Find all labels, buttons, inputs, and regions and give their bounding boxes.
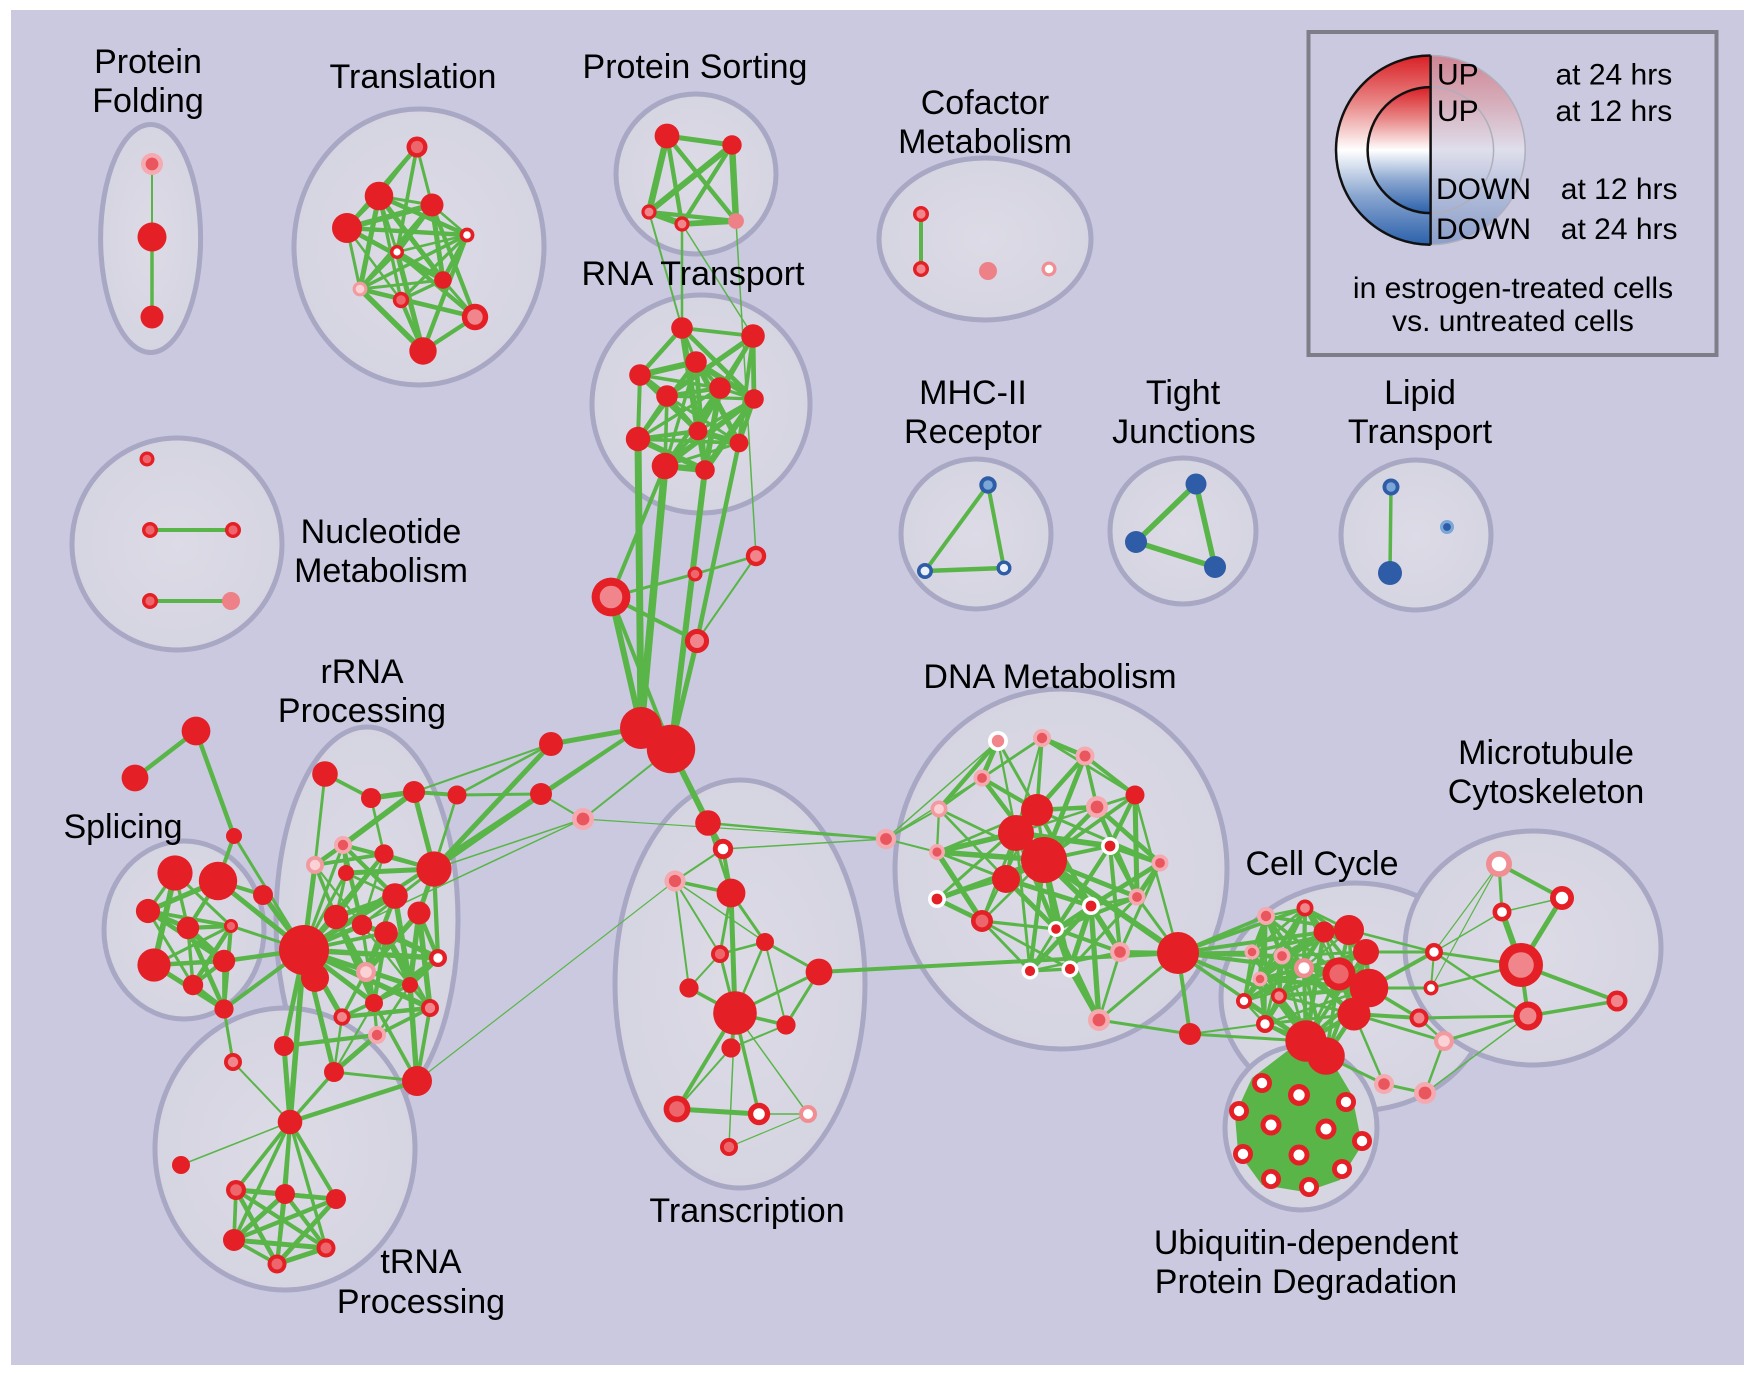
svg-text:DOWN: DOWN bbox=[1436, 173, 1531, 206]
svg-text:Cytoskeleton: Cytoskeleton bbox=[1448, 773, 1645, 811]
svg-text:Metabolism: Metabolism bbox=[294, 552, 468, 590]
svg-text:tRNA: tRNA bbox=[380, 1243, 462, 1281]
svg-text:in estrogen-treated cells: in estrogen-treated cells bbox=[1353, 272, 1673, 305]
svg-text:Lipid: Lipid bbox=[1384, 374, 1456, 412]
svg-text:rRNA: rRNA bbox=[320, 653, 403, 691]
svg-text:Splicing: Splicing bbox=[63, 808, 182, 846]
svg-text:Cell Cycle: Cell Cycle bbox=[1245, 845, 1398, 883]
svg-text:MHC-II: MHC-II bbox=[919, 374, 1027, 412]
svg-text:Receptor: Receptor bbox=[904, 413, 1042, 451]
svg-text:Transcription: Transcription bbox=[649, 1192, 844, 1230]
svg-text:Microtubule: Microtubule bbox=[1458, 734, 1634, 772]
svg-text:Protein Sorting: Protein Sorting bbox=[583, 48, 808, 86]
svg-text:Protein Degradation: Protein Degradation bbox=[1155, 1263, 1457, 1301]
svg-text:Ubiquitin-dependent: Ubiquitin-dependent bbox=[1154, 1224, 1459, 1262]
svg-text:at 12 hrs: at 12 hrs bbox=[1556, 95, 1673, 128]
svg-text:Tight: Tight bbox=[1146, 374, 1221, 412]
svg-text:DNA Metabolism: DNA Metabolism bbox=[923, 658, 1176, 696]
svg-text:DOWN: DOWN bbox=[1436, 213, 1531, 246]
svg-text:Processing: Processing bbox=[337, 1283, 505, 1321]
svg-text:at 24 hrs: at 24 hrs bbox=[1561, 213, 1678, 246]
svg-text:Folding: Folding bbox=[92, 82, 204, 120]
svg-text:Transport: Transport bbox=[1348, 413, 1493, 451]
svg-text:at 24 hrs: at 24 hrs bbox=[1556, 58, 1673, 91]
svg-text:Junctions: Junctions bbox=[1112, 413, 1256, 451]
svg-text:Nucleotide: Nucleotide bbox=[301, 513, 462, 551]
svg-text:RNA Transport: RNA Transport bbox=[582, 255, 806, 293]
svg-text:UP: UP bbox=[1437, 95, 1479, 128]
svg-text:Protein: Protein bbox=[94, 43, 202, 81]
svg-text:at 12 hrs: at 12 hrs bbox=[1561, 173, 1678, 206]
svg-text:Cofactor: Cofactor bbox=[921, 84, 1050, 122]
svg-text:vs. untreated cells: vs. untreated cells bbox=[1392, 305, 1634, 338]
svg-text:UP: UP bbox=[1437, 58, 1479, 91]
svg-text:Translation: Translation bbox=[330, 58, 497, 96]
svg-text:Processing: Processing bbox=[278, 692, 446, 730]
svg-text:Metabolism: Metabolism bbox=[898, 123, 1072, 161]
